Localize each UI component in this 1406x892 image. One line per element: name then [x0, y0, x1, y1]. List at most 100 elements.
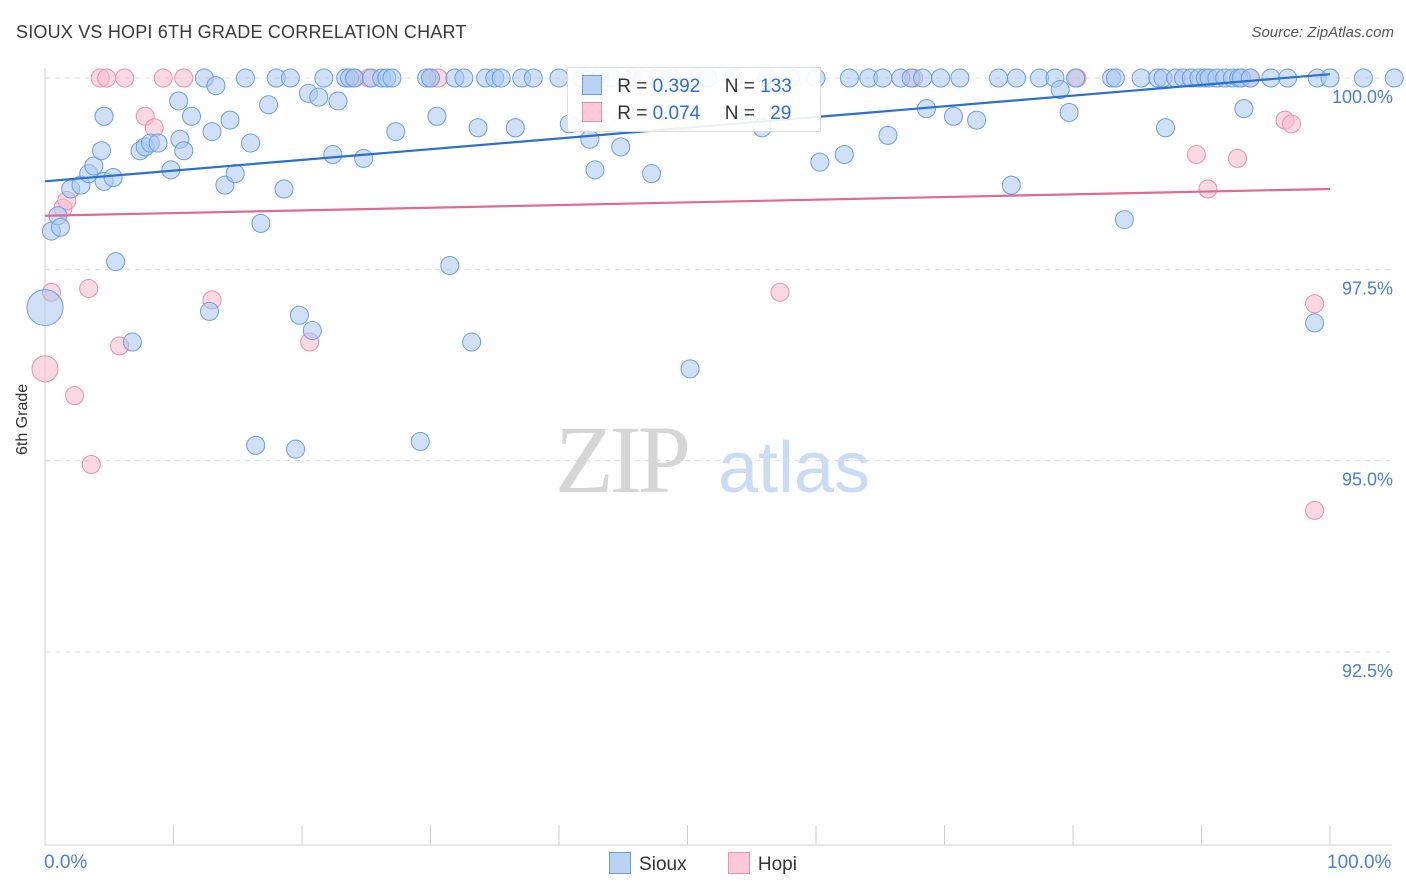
hopi-r-value: 0.074: [652, 103, 701, 124]
sioux-point: [199, 301, 219, 321]
hopi-n-value: 29: [770, 103, 792, 124]
sioux-point: [1001, 175, 1021, 195]
sioux-point: [931, 68, 951, 88]
sioux-point: [642, 164, 662, 184]
source-credit: Source: ZipAtlas.com: [1251, 24, 1394, 41]
stats-legend: R = 0.392 N = 133 R = 0.074 N = 29: [567, 67, 821, 132]
sioux-point: [873, 68, 893, 88]
sioux-point: [421, 68, 440, 88]
sioux-r-value: 0.392: [652, 76, 701, 97]
sioux-point: [92, 141, 112, 161]
sioux-point: [106, 252, 126, 272]
series-legend: Sioux Hopi: [0, 852, 1406, 876]
sioux-point: [50, 217, 70, 237]
sioux-point: [950, 68, 970, 88]
sioux-point: [1384, 68, 1404, 88]
sioux-point: [943, 106, 963, 126]
sioux-point: [462, 332, 482, 352]
legend-row-sioux: R = 0.392 N = 133: [582, 75, 792, 99]
hopi-point: [1198, 179, 1218, 199]
sioux-point: [454, 68, 474, 88]
hopi-point: [65, 386, 85, 406]
sioux-point: [1131, 68, 1151, 88]
sioux-point: [1105, 68, 1125, 88]
sioux-point: [427, 106, 447, 126]
legend-item-hopi[interactable]: Hopi: [727, 852, 797, 876]
legend-row-hopi: R = 0.074 N = 29: [582, 102, 791, 126]
hopi-point: [31, 355, 59, 383]
sioux-point: [549, 68, 569, 88]
sioux-point: [1066, 68, 1086, 88]
sioux-n-value: 133: [760, 76, 792, 97]
sioux-point: [328, 91, 348, 111]
sioux-point: [440, 256, 460, 276]
legend-item-sioux[interactable]: Sioux: [609, 852, 687, 876]
hopi-point: [1186, 145, 1206, 165]
sioux-points: [26, 68, 1404, 459]
y-tick-label-1: 97.5%: [1342, 278, 1393, 298]
sioux-point: [410, 432, 430, 452]
sioux-point: [834, 145, 854, 165]
sioux-point: [580, 129, 600, 149]
hopi-point: [97, 68, 117, 88]
sioux-point: [505, 118, 525, 138]
sioux-point: [323, 145, 343, 165]
sioux-point: [1234, 99, 1254, 119]
sioux-point: [988, 68, 1008, 88]
sioux-point: [1114, 210, 1134, 230]
sioux-point: [386, 122, 406, 142]
sioux-point: [174, 141, 194, 161]
hopi-point: [81, 454, 101, 474]
hopi-legend-swatch: [727, 852, 750, 874]
sioux-point: [1059, 102, 1079, 122]
hopi-point: [1305, 500, 1325, 520]
sioux-point: [967, 110, 987, 130]
sioux-point: [286, 439, 306, 459]
hopi-trend-line: [44, 187, 1331, 217]
sioux-point: [382, 68, 402, 88]
y-tick-label-0: 100.0%: [1332, 87, 1393, 107]
sioux-r-label: R =: [617, 76, 653, 97]
sioux-point: [148, 133, 168, 153]
sioux-point: [302, 321, 322, 341]
sioux-point: [878, 125, 898, 145]
sioux-point: [246, 435, 266, 455]
sioux-n-label: N =: [724, 76, 761, 97]
sioux-point: [235, 68, 255, 88]
sioux-point: [1240, 68, 1260, 88]
sioux-point: [468, 118, 488, 138]
sioux-point: [1320, 68, 1340, 88]
sioux-point: [241, 133, 261, 153]
hopi-point: [770, 282, 790, 302]
hopi-swatch: [582, 102, 602, 122]
sioux-point: [913, 68, 933, 88]
hopi-point: [1305, 294, 1325, 314]
sioux-legend-swatch: [609, 852, 632, 874]
hopi-point: [1281, 114, 1301, 134]
sioux-point: [225, 164, 245, 184]
sioux-point: [1006, 68, 1026, 88]
chart-title: SIOUX VS HOPI 6TH GRADE CORRELATION CHAR…: [16, 22, 467, 42]
sioux-point: [523, 68, 543, 88]
sioux-point: [259, 95, 279, 115]
hopi-n-label: N =: [724, 103, 761, 124]
sioux-point: [585, 160, 605, 180]
sioux-point: [220, 110, 240, 130]
hopi-point: [174, 68, 194, 88]
sioux-point: [810, 152, 830, 172]
hopi-r-label: R =: [617, 103, 653, 124]
watermark-zip: ZIP: [555, 406, 688, 513]
watermark: ZIP atlas: [555, 406, 870, 513]
sioux-point: [309, 87, 329, 107]
sioux-point: [611, 137, 631, 157]
axes: [44, 68, 1392, 846]
sioux-point: [314, 68, 334, 88]
hopi-legend-label: Hopi: [757, 854, 797, 875]
sioux-point: [251, 213, 271, 233]
sioux-point: [1156, 118, 1176, 138]
sioux-point: [1305, 313, 1325, 333]
sioux-point: [354, 148, 374, 168]
sioux-point: [26, 289, 64, 327]
sioux-legend-label: Sioux: [639, 854, 687, 875]
